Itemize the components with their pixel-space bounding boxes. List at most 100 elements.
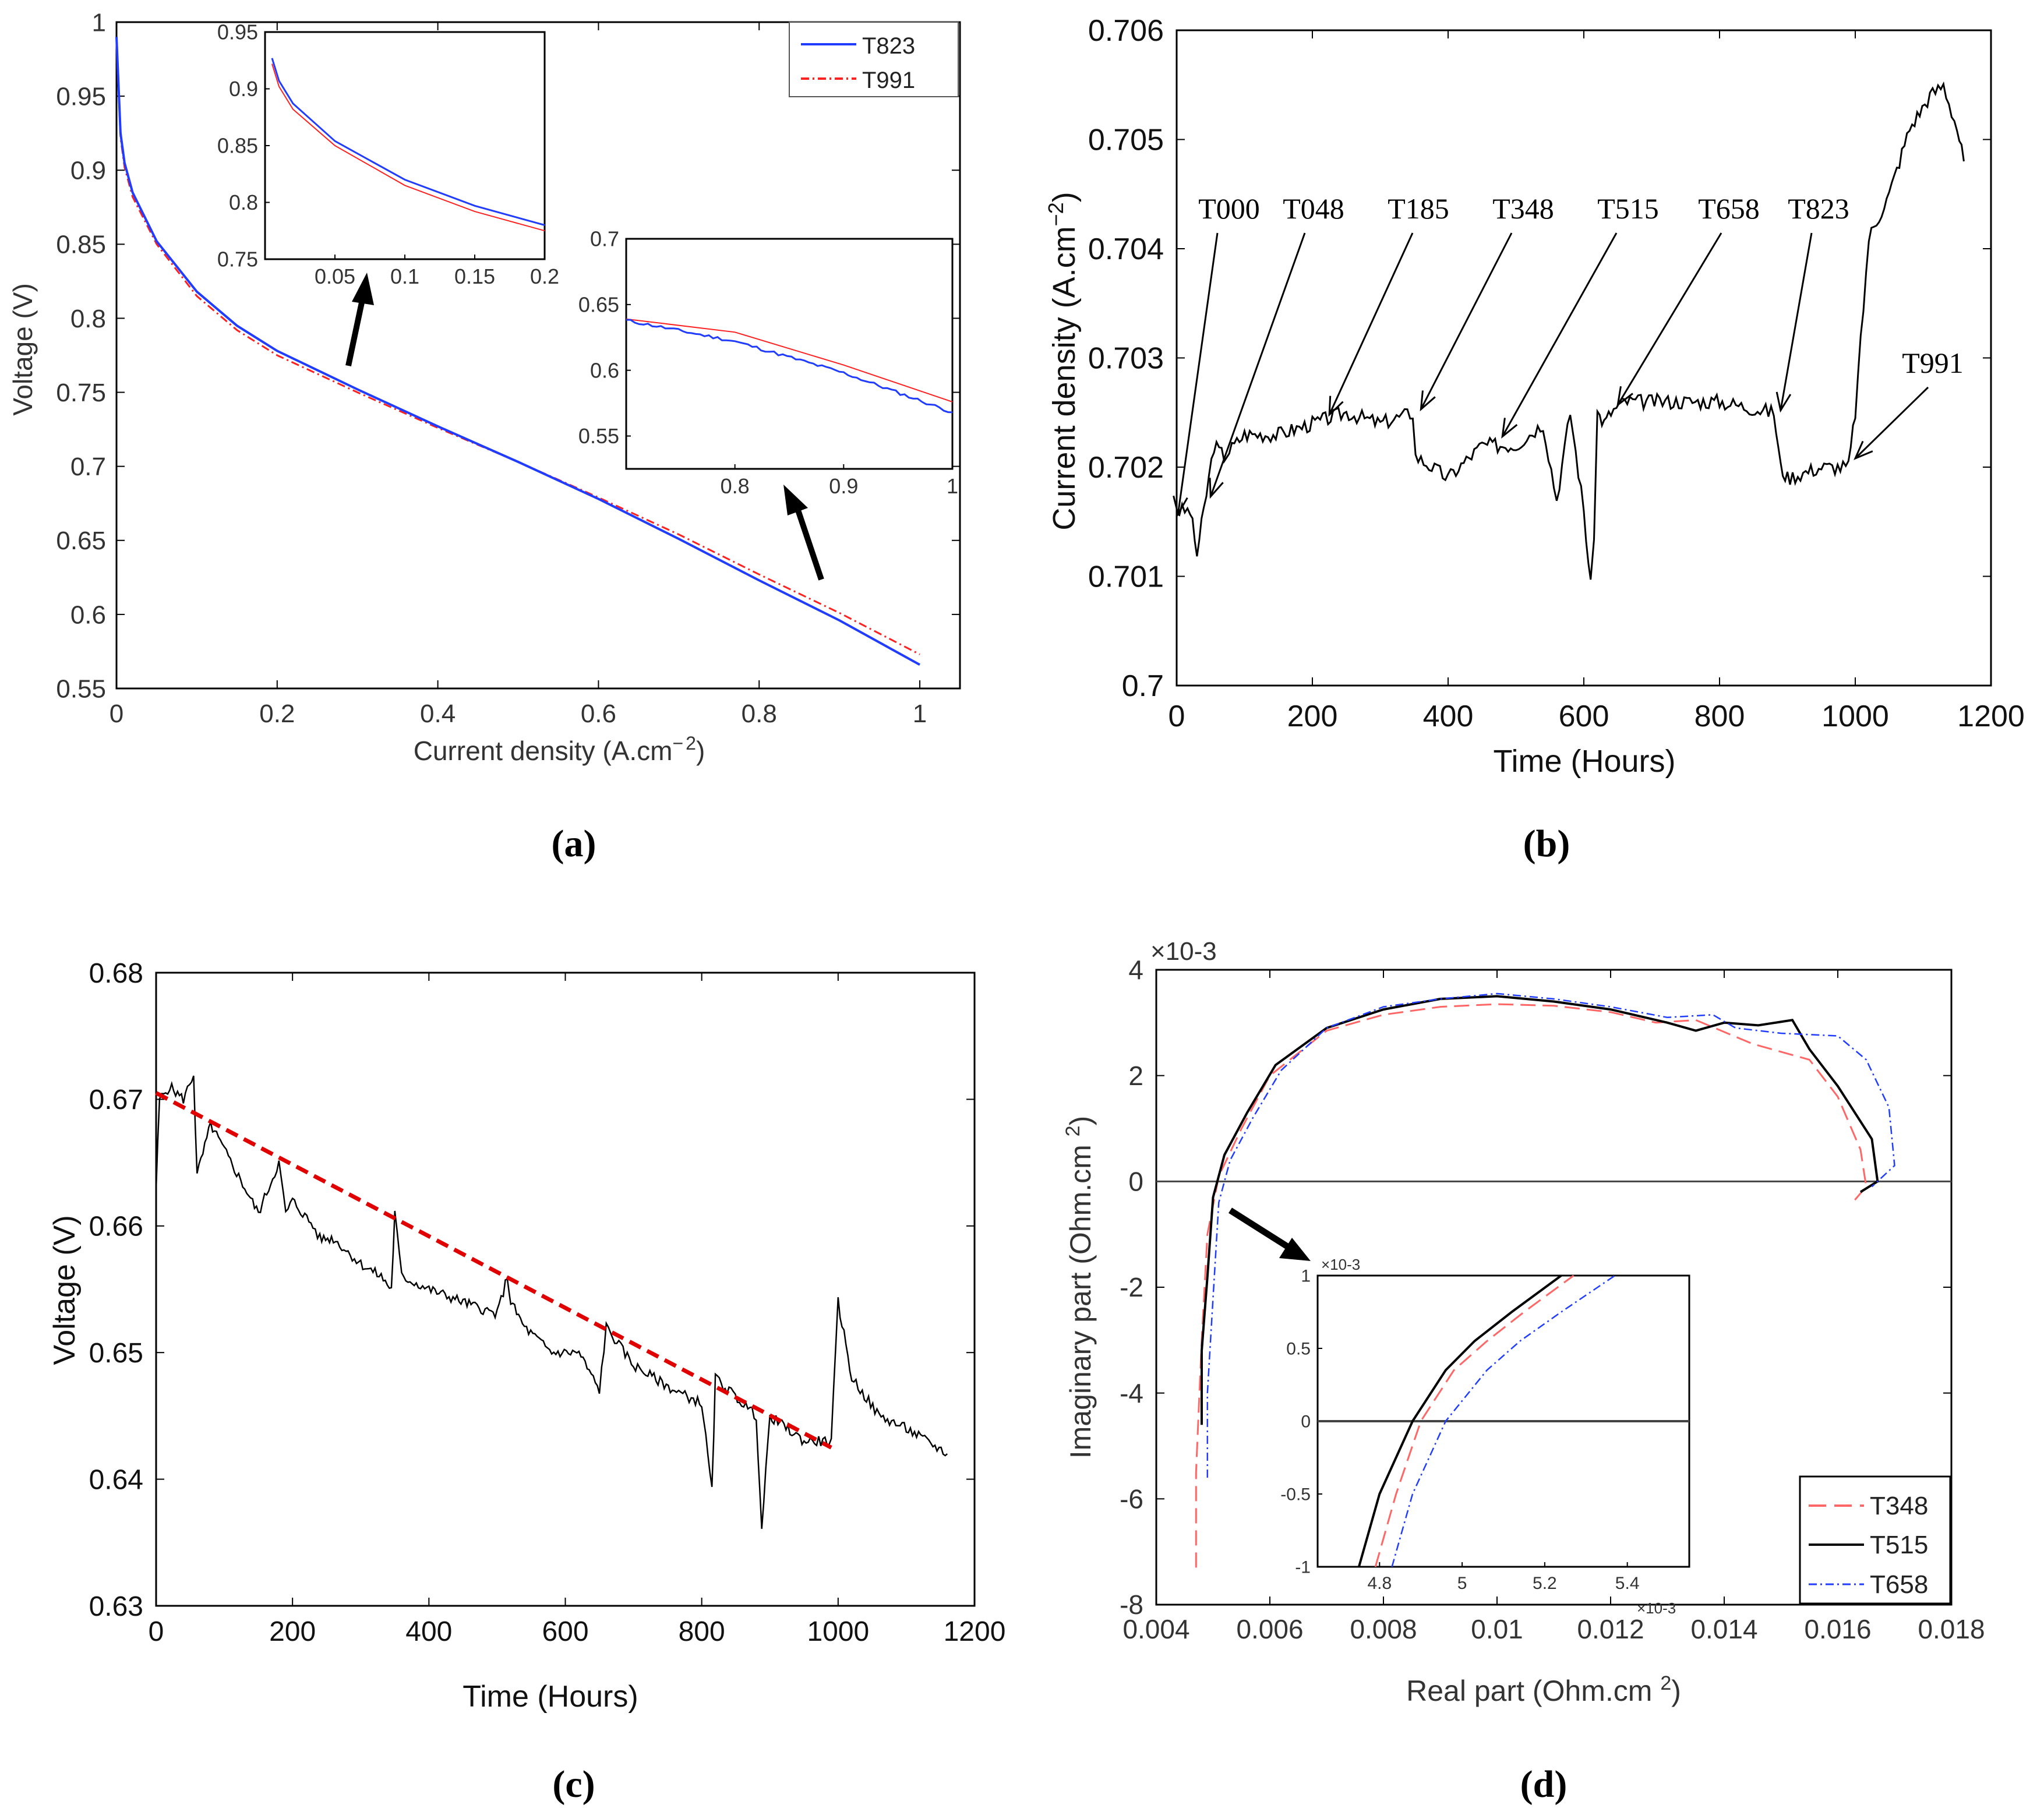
panel-b-annotation-head-6 xyxy=(1775,391,1792,413)
panel-d-arrow xyxy=(1228,1207,1311,1261)
panel-a-inset-2-t991 xyxy=(626,318,953,402)
panel-d-y-label-0: -8 xyxy=(1120,1590,1143,1620)
panel-b-x-label-3: 600 xyxy=(1559,700,1609,733)
panel-b-x-label-2: 400 xyxy=(1423,700,1474,733)
panel-a-inset-2-x-label-1: 0.9 xyxy=(829,474,858,498)
panel-a-x-label-4: 0.8 xyxy=(742,700,777,728)
panel-c-y-label-0: 0.63 xyxy=(89,1591,143,1622)
panel-c-x-label-0: 0 xyxy=(149,1616,164,1647)
panel-b-annotation-arrow-6 xyxy=(1780,232,1813,411)
panel-d-x-label-0: 0.004 xyxy=(1122,1614,1189,1644)
panel-a-x-label-1: 0.2 xyxy=(259,700,295,728)
panel-a-inset-2-x-label-2: 1 xyxy=(947,474,958,498)
panel-d-inset-y-label-3: 0.5 xyxy=(1286,1340,1311,1359)
panel-b-annotation-head-2 xyxy=(1328,395,1344,417)
panel-c: 0 200 400 600 800 1000 1200 0.630.640.650.660.… xyxy=(48,958,1005,1806)
panel-b-annotation-label-4: T515 xyxy=(1597,192,1659,225)
panel-b-y-label-5: 0.705 xyxy=(1088,123,1164,157)
panel-d-inset-series-t348 xyxy=(1374,1274,1575,1567)
panel-a-inset-1-ticks: 0.05 0.1 0.15 0.2 0.75 0.8 0.85 0.9 0.95 xyxy=(217,20,559,288)
panel-d-x-label-5: 0.014 xyxy=(1690,1614,1757,1644)
panel-a-series-t823 xyxy=(115,37,920,666)
panel-c-y-label-1: 0.64 xyxy=(89,1464,143,1495)
panel-d-inset-y-label-0: -1 xyxy=(1295,1558,1311,1577)
panel-b-annotation-label-6: T823 xyxy=(1788,192,1849,225)
panel-b-annotation-label-3: T348 xyxy=(1492,192,1554,225)
panel-d-x-label-3: 0.01 xyxy=(1471,1614,1523,1644)
panel-d-y-label-3: -2 xyxy=(1120,1272,1143,1302)
panel-d-x-label-2: 0.008 xyxy=(1350,1614,1417,1644)
panel-c-x-label: Time (Hours) xyxy=(463,1680,638,1714)
panel-d-y-label: Imaginary part (Ohm.cm 2) xyxy=(1062,1116,1097,1458)
panel-a-y-label: Voltage (V) xyxy=(8,283,38,416)
panel-a-inset-1-t991 xyxy=(271,63,545,232)
panel-d-series-t658 xyxy=(1206,992,1895,1478)
panel-b-series xyxy=(1176,81,1965,580)
panel-b-annotation-arrow-1 xyxy=(1209,232,1306,497)
panel-b-x-label: Time (Hours) xyxy=(1493,744,1675,779)
panel-d-inset-x-label-0: 4.8 xyxy=(1367,1574,1392,1593)
panel-a-x-label-0: 0 xyxy=(110,700,123,728)
panel-b-x-label-5: 1000 xyxy=(1821,700,1889,733)
panel-a-inset-2-series xyxy=(626,318,953,414)
panel-b-annotation-label-0: T000 xyxy=(1198,192,1260,225)
panel-d: 0.004 0.006 0.008 0.01 0.012 0.014 0.016 0.018 … xyxy=(1062,937,1985,1806)
panel-d-y-label-5: 2 xyxy=(1128,1061,1143,1091)
panel-d-series xyxy=(1156,992,1951,1568)
panel-d-x-label-1: 0.006 xyxy=(1236,1614,1303,1644)
panel-d-inset-y-label-1: -0.5 xyxy=(1280,1485,1311,1504)
panel-a-inset-2-y-label-2: 0.65 xyxy=(578,292,619,316)
panel-b-annotation-head-1 xyxy=(1209,478,1224,499)
panel-d-inset-x-exponent-label: ×10-3 xyxy=(1637,1599,1676,1617)
panel-b-annotation-label-7: T991 xyxy=(1902,347,1964,379)
panel-d-y-ticks: -8 -6 -4 -2 0 2 4 xyxy=(1120,955,1951,1620)
panel-d-inset-ticks: 4.8 5 5.2 5.4 -1 -0.5 0 0.5 1 xyxy=(1280,1267,1639,1594)
panel-a-legend: T823 T991 xyxy=(789,22,959,97)
panel-d-x-label-4: 0.012 xyxy=(1577,1614,1644,1644)
panel-a-y-label-2: 0.65 xyxy=(56,527,106,555)
panel-c-x-label-3: 600 xyxy=(542,1616,588,1647)
panel-d-inset-y-label-2: 0 xyxy=(1301,1412,1311,1432)
panel-b-x-label-4: 800 xyxy=(1694,700,1745,733)
panel-a-inset-1-y-label-0: 0.75 xyxy=(217,248,258,271)
panel-a-y-label-8: 0.95 xyxy=(56,83,106,111)
panel-d-x-label-6: 0.016 xyxy=(1804,1614,1871,1644)
panel-a-inset-1: 0.05 0.1 0.15 0.2 0.75 0.8 0.85 0.9 0.95 xyxy=(217,20,559,288)
panel-d-x-label: Real part (Ohm.cm 2) xyxy=(1406,1672,1681,1707)
panel-a-axes-box xyxy=(115,21,961,690)
panel-a-y-label-5: 0.8 xyxy=(70,305,106,333)
panel-d-legend: T348 T515 T658 xyxy=(1799,1475,1951,1605)
panel-d-y-label-4: 0 xyxy=(1128,1166,1143,1196)
panel-b-y-label-0: 0.7 xyxy=(1122,669,1164,703)
panel-d-x-ticks: 0.004 0.006 0.008 0.01 0.012 0.014 0.016 0.018 xyxy=(1122,970,1985,1644)
legend-label-t991: T991 xyxy=(862,68,915,93)
panel-d-y-label-6: 4 xyxy=(1128,955,1143,985)
panel-a-arrow-2 xyxy=(783,485,824,581)
panel-c-x-ticks: 0 200 400 600 800 1000 1200 xyxy=(149,973,1005,1647)
panel-a-inset-1-x-label-1: 0.1 xyxy=(390,264,419,288)
panel-c-y-label-5: 0.68 xyxy=(89,958,143,989)
panel-d-inset-x-label-1: 5 xyxy=(1457,1574,1467,1593)
legend-label-t658: T658 xyxy=(1870,1570,1928,1599)
panel-a-inset-1-y-label-1: 0.8 xyxy=(229,190,258,214)
panel-b-annotations: T000 T048 T185 T348 T515 T658 T823 T991 xyxy=(1173,192,1964,517)
panel-d-exponent-label: ×10-3 xyxy=(1150,937,1217,966)
panel-c-x-label-4: 800 xyxy=(679,1616,725,1647)
panel-c-y-label: Voltage (V) xyxy=(48,1215,82,1365)
panel-a-x-label: Current density (A.cm− 2) xyxy=(414,733,705,766)
panel-d-inset-y-label-4: 1 xyxy=(1301,1267,1311,1286)
panel-b-annotation-arrow-2 xyxy=(1328,232,1414,415)
panel-a-inset-1-x-label-0: 0.05 xyxy=(315,264,355,288)
panel-d-x-label-7: 0.018 xyxy=(1918,1614,1985,1644)
legend-label-t823: T823 xyxy=(862,33,915,59)
panel-d-caption: (d) xyxy=(1520,1763,1568,1806)
panel-b-x-label-1: 200 xyxy=(1287,700,1338,733)
panel-b-y-label-3: 0.703 xyxy=(1088,342,1164,376)
panel-b-annotation-head-4 xyxy=(1501,418,1518,439)
panel-d-inset-series-t515 xyxy=(1357,1274,1562,1567)
panel-c-caption: (c) xyxy=(552,1763,595,1806)
panel-d-inset-x-label-2: 5.2 xyxy=(1533,1574,1557,1593)
panel-d-inset-x-label-3: 5.4 xyxy=(1615,1574,1640,1593)
panel-a-y-ticks: 0.55 0.6 0.65 0.7 0.75 0.8 0.85 0.9 0.95 1 xyxy=(56,8,960,703)
panel-d-y-label-1: -6 xyxy=(1120,1484,1143,1514)
